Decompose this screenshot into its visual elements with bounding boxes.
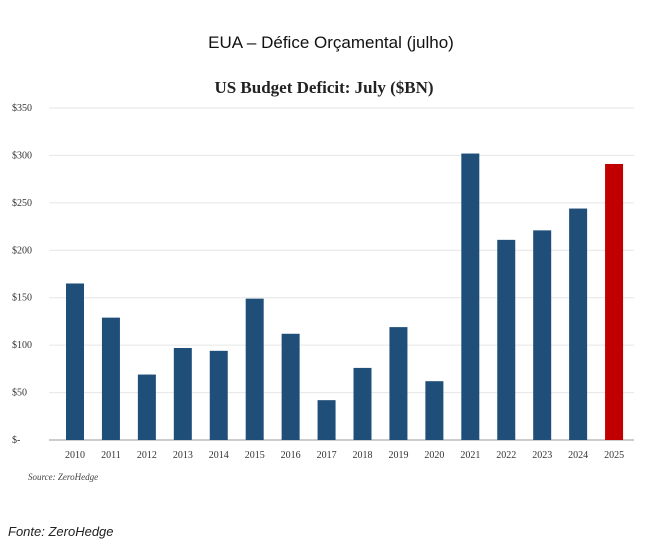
- bar-2021: [461, 153, 480, 440]
- x-tick-label: 2017: [317, 450, 337, 461]
- bar-2023: [533, 230, 552, 440]
- bar-2024: [569, 208, 588, 440]
- x-tick-label: 2013: [173, 450, 193, 461]
- x-axis-ticks: 2010 2011 2012 2013 2014 2015 2016 2017 2018 2019…: [65, 450, 624, 461]
- page-heading: EUA – Défice Orçamental (julho): [208, 33, 454, 52]
- budget-deficit-chart: US Budget Deficit: July ($BN) $-$50$100$…: [12, 78, 634, 482]
- y-tick-label: $50: [12, 388, 27, 399]
- bar-2011: [101, 317, 120, 440]
- x-tick-label: 2019: [388, 450, 408, 461]
- x-tick-label: 2022: [496, 450, 516, 461]
- y-tick-label: $250: [12, 198, 32, 209]
- x-tick-label: 2012: [137, 450, 157, 461]
- x-tick-label: 2015: [245, 450, 265, 461]
- bar-2010: [66, 283, 84, 440]
- bar-2013: [173, 347, 192, 440]
- x-tick-label: 2016: [281, 450, 301, 461]
- x-tick-label: 2014: [209, 450, 229, 461]
- y-tick-label: $-: [12, 435, 20, 446]
- chart-title: US Budget Deficit: July ($BN): [214, 78, 433, 97]
- x-tick-label: 2010: [65, 450, 85, 461]
- chart-container: US Budget Deficit: July ($BN) $- $50 $100 $…: [4, 68, 640, 492]
- y-tick-label: $100: [12, 340, 32, 351]
- bar-2015: [245, 298, 264, 440]
- bar-2017: [317, 400, 336, 440]
- footer-source: Fonte: ZeroHedge: [8, 524, 114, 539]
- x-tick-label: 2018: [353, 450, 373, 461]
- bars: [66, 153, 624, 441]
- bar-2025: [605, 163, 624, 441]
- bar-2018: [353, 367, 372, 440]
- x-tick-label: 2024: [568, 450, 588, 461]
- x-tick-label: 2020: [424, 450, 444, 461]
- chart-source-note: Source: ZeroHedge: [28, 472, 98, 482]
- x-tick-label: 2011: [101, 450, 121, 461]
- y-tick-label: $200: [12, 245, 32, 256]
- bar-2014: [209, 350, 228, 440]
- x-tick-label: 2021: [460, 450, 480, 461]
- bar-2022: [497, 239, 516, 440]
- y-tick-label: $150: [12, 293, 32, 304]
- x-tick-label: 2025: [604, 450, 624, 461]
- bar-2020: [425, 381, 444, 440]
- y-axis-ticks: $- $50 $100 $150 $200 $250 $300 $350: [12, 103, 32, 446]
- y-tick-label: $300: [12, 150, 32, 161]
- bar-2012: [137, 374, 156, 440]
- bar-2016: [281, 333, 300, 440]
- bar-2019: [389, 327, 408, 440]
- x-tick-label: 2023: [532, 450, 552, 461]
- y-tick-label: $350: [12, 103, 32, 114]
